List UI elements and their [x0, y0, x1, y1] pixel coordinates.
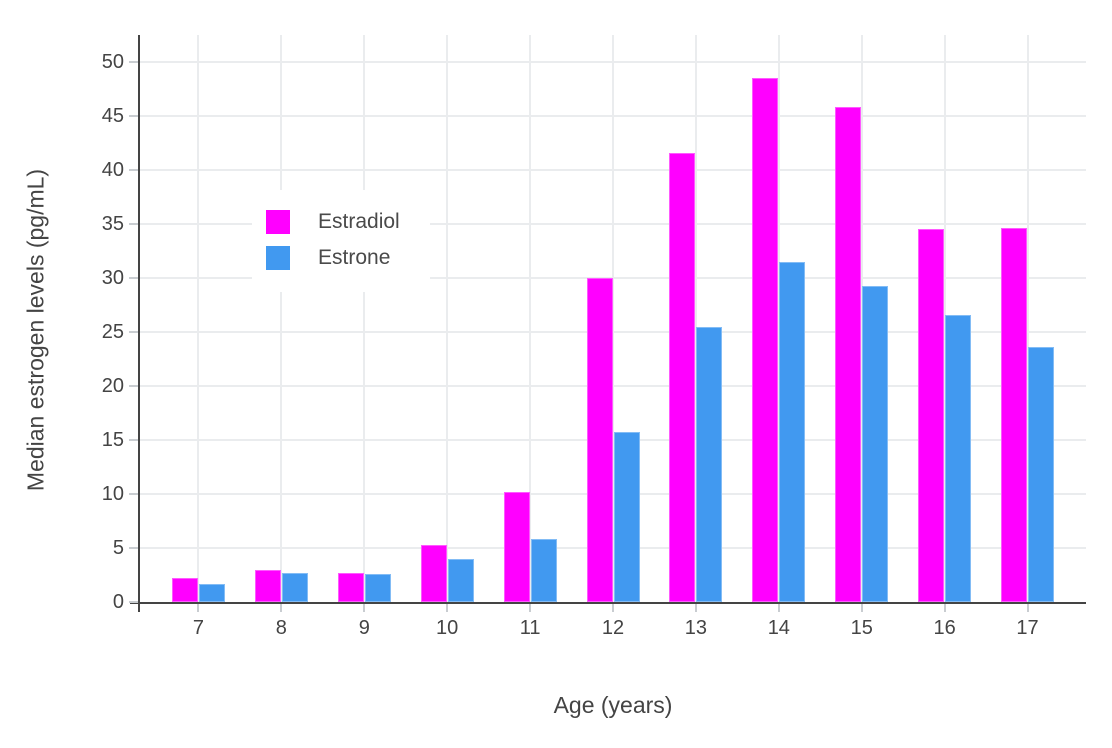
bar-estradiol-age-11: [504, 492, 530, 602]
y-tick-40: [129, 169, 138, 171]
bar-estrone-age-14: [779, 262, 805, 602]
bar-estradiol-age-8: [255, 570, 281, 602]
bar-estradiol-age-17: [1001, 228, 1027, 602]
x-tick-label-16: 16: [933, 617, 956, 639]
y-tick-label-25: 25: [101, 321, 124, 343]
y-tick-50: [129, 61, 138, 63]
bar-estrone-age-8: [282, 573, 308, 602]
estradiol-legend-swatch-icon: [266, 210, 290, 234]
bar-estradiol-age-10: [421, 545, 447, 602]
y-tick-label-30: 30: [101, 267, 124, 289]
y-tick-label-10: 10: [101, 483, 124, 505]
y-tick-label-45: 45: [101, 105, 124, 127]
x-tick-label-9: 9: [358, 617, 370, 639]
x-tick-label-13: 13: [684, 617, 708, 639]
y-tick-10: [129, 493, 138, 495]
gridline-v-10: [446, 35, 449, 602]
y-tick-label-0: 0: [112, 591, 124, 613]
legend-label-estrone: Estrone: [318, 246, 391, 269]
bar-estradiol-age-13: [669, 153, 695, 602]
x-axis-line: [130, 602, 1086, 604]
legend-label-estradiol: Estradiol: [318, 210, 400, 233]
y-tick-label-15: 15: [101, 429, 124, 451]
gridline-v-12: [612, 35, 614, 602]
bar-estradiol-age-15: [835, 107, 861, 602]
gridline-v-7: [197, 35, 200, 602]
y-tick-30: [129, 277, 138, 279]
x-tick-14: [777, 604, 780, 612]
bar-estradiol-age-12: [587, 278, 613, 602]
x-tick-label-11: 11: [519, 617, 541, 639]
y-tick-45: [129, 115, 138, 117]
x-tick-13: [694, 604, 697, 612]
y-tick-35: [129, 223, 138, 225]
y-tick-0: [129, 601, 138, 603]
bar-estrone-age-7: [199, 584, 225, 602]
bar-estrone-age-10: [448, 559, 474, 602]
y-tick-label-35: 35: [101, 213, 124, 235]
estrone-legend-swatch-icon: [266, 246, 290, 270]
y-tick-20: [129, 385, 138, 387]
x-tick-label-15: 15: [850, 617, 873, 639]
bar-estrone-age-15: [862, 286, 888, 602]
x-tick-label-8: 8: [275, 617, 287, 639]
y-tick-label-50: 50: [101, 51, 124, 73]
gridline-v-13: [694, 35, 697, 602]
y-tick-label-5: 5: [112, 537, 124, 559]
bar-estradiol-age-9: [338, 573, 364, 602]
x-axis-title: Age (years): [553, 692, 673, 718]
x-tick-17: [1026, 604, 1029, 612]
gridline-v-17: [1026, 35, 1029, 602]
y-tick-25: [129, 331, 138, 333]
y-axis-title: Median estrogen levels (pg/mL): [22, 168, 49, 492]
y-axis-line: [138, 35, 140, 612]
bar-estrone-age-12: [614, 432, 640, 602]
bar-estrone-age-17: [1028, 347, 1054, 602]
x-tick-label-10: 10: [436, 617, 459, 639]
gridline-v-8: [280, 35, 283, 602]
legend: Estradiol Estrone: [252, 190, 430, 292]
bar-estradiol-age-16: [918, 229, 944, 602]
gridline-v-9: [363, 35, 366, 602]
x-tick-label-17: 17: [1016, 617, 1039, 639]
x-tick-label-12: 12: [601, 617, 625, 639]
y-tick-label-40: 40: [101, 159, 124, 181]
y-tick-label-20: 20: [101, 375, 124, 397]
x-tick-label-7: 7: [192, 617, 205, 639]
gridline-v-11: [529, 35, 532, 602]
x-tick-9: [363, 604, 366, 612]
x-tick-8: [280, 604, 283, 612]
gridline-v-14: [777, 35, 780, 602]
bar-estradiol-age-14: [752, 78, 778, 602]
legend-item-estradiol[interactable]: Estradiol: [266, 204, 430, 240]
bar-estradiol-age-7: [172, 578, 198, 602]
bar-estrone-age-9: [365, 574, 391, 602]
bar-estrone-age-13: [696, 327, 722, 602]
x-tick-7: [197, 604, 200, 612]
x-tick-16: [943, 604, 946, 612]
y-tick-15: [129, 439, 138, 441]
x-tick-15: [860, 604, 863, 612]
y-tick-5: [129, 547, 138, 549]
gridline-v-16: [943, 35, 946, 602]
x-tick-11: [529, 604, 532, 612]
legend-item-estrone[interactable]: Estrone: [266, 240, 430, 276]
x-tick-label-14: 14: [767, 617, 790, 639]
gridline-v-15: [860, 35, 863, 602]
x-tick-12: [612, 604, 614, 612]
bar-estrone-age-11: [531, 539, 557, 602]
x-tick-10: [446, 604, 449, 612]
bar-estrone-age-16: [945, 315, 971, 602]
